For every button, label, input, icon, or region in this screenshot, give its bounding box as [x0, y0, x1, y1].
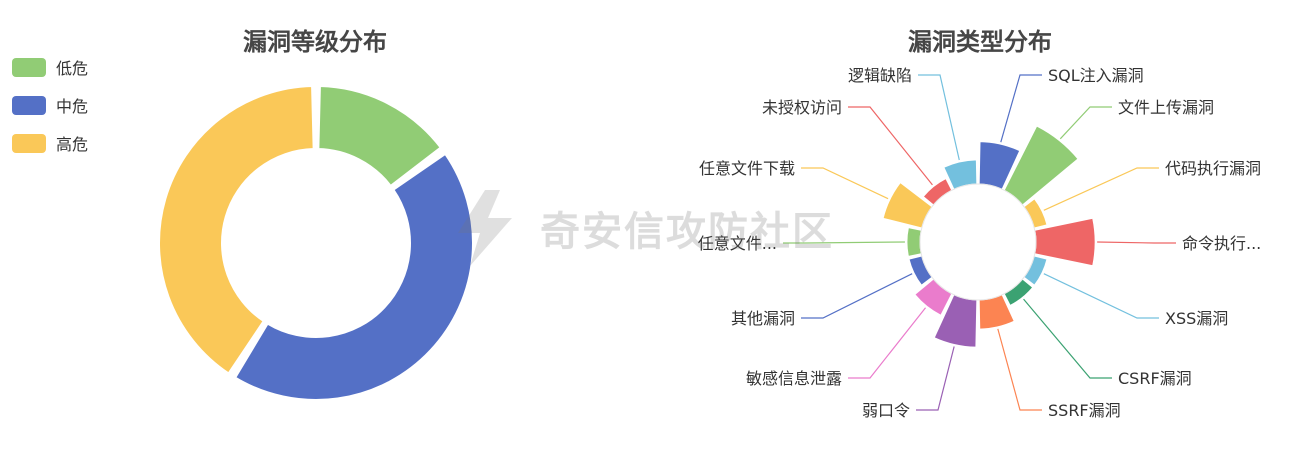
rose-leader-line-10: [783, 241, 905, 244]
rose-leader-line-11: [801, 167, 889, 200]
legend-swatch-low: [12, 57, 46, 77]
rose-leader-line-12: [848, 106, 933, 186]
legend-swatch-high: [12, 133, 46, 153]
rose-label-9: 其他漏洞: [731, 309, 795, 328]
rose-label-7: 弱口令: [862, 401, 910, 420]
rose-leader-line-5: [1023, 298, 1112, 379]
rose-label-3: 命令执行...: [1182, 234, 1261, 253]
legend-label-high: 高危: [56, 135, 89, 154]
rose-label-0: SQL注入漏洞: [1048, 66, 1144, 85]
rose-leader-line-6: [997, 328, 1042, 411]
rose-leader-line-8: [848, 307, 927, 379]
legend-item-medium[interactable]: 中危: [12, 86, 88, 124]
rose-leader-line-7: [916, 346, 955, 411]
rose-label-12: 未授权访问: [762, 98, 842, 117]
rose-label-11: 任意文件下载: [699, 159, 795, 178]
rose-label-4: XSS漏洞: [1165, 309, 1228, 328]
rose-center-hole: [919, 183, 1037, 301]
donut-slice-2[interactable]: [158, 85, 315, 375]
level-chart-title: 漏洞等级分布: [243, 28, 387, 56]
level-legend: 低危 中危 高危: [12, 48, 88, 162]
legend-label-low: 低危: [56, 59, 89, 78]
rose-slice-1[interactable]: [1003, 125, 1079, 206]
rose-label-8: 敏感信息泄露: [746, 369, 842, 388]
donut-slice-0[interactable]: [317, 85, 442, 187]
rose-label-13: 逻辑缺陷: [848, 66, 912, 85]
type-chart-title: 漏洞类型分布: [908, 28, 1052, 56]
rose-slice-10[interactable]: [906, 227, 922, 257]
rose-label-10: 任意文件...: [698, 234, 777, 253]
legend-item-high[interactable]: 高危: [12, 124, 88, 162]
rose-label-5: CSRF漏洞: [1118, 369, 1192, 388]
rose-leader-line-13: [918, 74, 960, 161]
legend-item-low[interactable]: 低危: [12, 48, 88, 86]
rose-leader-line-1: [1059, 106, 1112, 140]
rose-leader-line-4: [1043, 273, 1159, 319]
rose-label-1: 文件上传漏洞: [1118, 98, 1214, 117]
rose-leader-line-9: [801, 273, 913, 319]
rose-leader-line-0: [1000, 74, 1042, 143]
legend-swatch-medium: [12, 95, 46, 115]
rose-label-2: 代码执行漏洞: [1165, 159, 1261, 178]
level-donut-chart: [158, 85, 474, 401]
rose-leader-line-3: [1097, 241, 1176, 244]
donut-slice-1[interactable]: [234, 152, 474, 401]
rose-leader-line-2: [1043, 167, 1159, 211]
rose-label-6: SSRF漏洞: [1048, 401, 1121, 420]
legend-label-medium: 中危: [56, 97, 89, 116]
